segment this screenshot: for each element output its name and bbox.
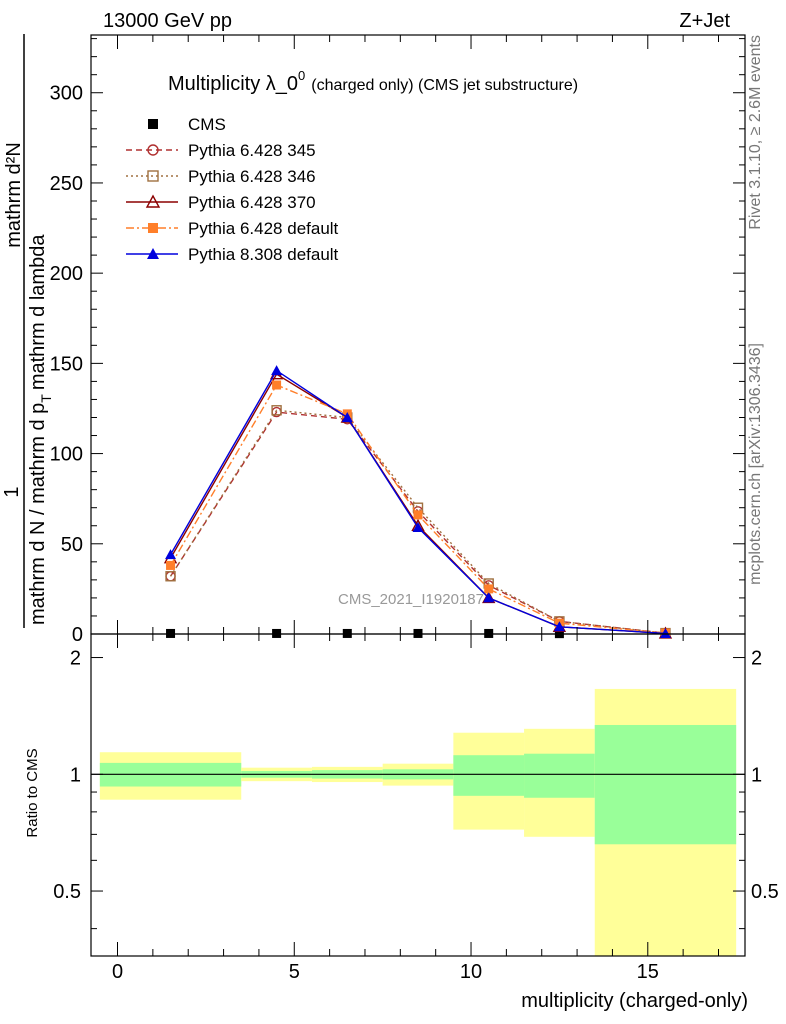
x-tick-label: 5	[289, 961, 300, 983]
main-y-tick-label: 50	[61, 534, 83, 556]
stat-uncertainty-band	[524, 753, 595, 798]
data-point	[145, 194, 161, 208]
main-title-text: Multiplicity λ_0	[168, 73, 298, 95]
data-point	[484, 584, 494, 594]
data-point	[147, 248, 159, 259]
ratio-frame	[90, 633, 746, 957]
main-y-tick-label: 250	[50, 173, 83, 195]
main-y-tick-label: 0	[72, 624, 83, 646]
legend-label: Pythia 6.428 default	[188, 219, 339, 238]
data-point	[553, 621, 565, 632]
data-point	[659, 627, 671, 638]
ratio-ylabel: Ratio to CMS	[24, 748, 41, 837]
data-point	[148, 223, 158, 233]
data-point	[271, 365, 283, 376]
legend-label: Pythia 6.428 345	[188, 141, 316, 160]
legend-item: Pythia 8.308 default	[126, 245, 339, 264]
data-point	[413, 510, 423, 520]
mcplots-label: mcplots.cern.ch [arXiv:1306.3436]	[747, 343, 764, 585]
main-title: Multiplicity λ_00 (charged only) (CMS jet…	[168, 68, 578, 95]
x-tick-label: 10	[460, 961, 482, 983]
main-y-tick-label: 150	[50, 353, 83, 375]
data-point	[341, 411, 353, 422]
header-left: 13000 GeV pp	[103, 10, 232, 32]
data-point	[272, 380, 282, 390]
rivet-label: Rivet 3.1.10, ≥ 2.6M events	[747, 35, 764, 230]
ylabel-denom-text: mathrm d N / mathrm d p	[27, 403, 49, 625]
main-y-tick-label: 200	[50, 263, 83, 285]
watermark: CMS_2021_I1920187	[338, 591, 484, 608]
ratio-axes: 0 5 10 15 0.5 0.5 1 1 2 2	[53, 633, 779, 983]
main-title-sup: 0	[298, 68, 305, 83]
ylabel-top: 1	[1, 486, 23, 497]
data-point	[483, 592, 495, 603]
legend-label: Pythia 6.428 346	[188, 167, 316, 186]
ylabel-denom-sub: T	[38, 394, 54, 403]
ratio-y-tick-label-right: 0.5	[751, 881, 779, 903]
legend-label: Pythia 8.308 default	[188, 245, 339, 264]
ratio-y-tick-label: 2	[70, 648, 81, 670]
legend-label: CMS	[188, 115, 226, 134]
data-point	[412, 522, 424, 533]
x-tick-label: 0	[112, 961, 123, 983]
legend-label: Pythia 6.428 370	[188, 193, 316, 212]
legend-item: Pythia 6.428 default	[126, 219, 339, 238]
ratio-y-tick-label: 1	[70, 764, 81, 786]
x-tick-label: 15	[637, 961, 659, 983]
ylabel-denominator: mathrm d N / mathrm d pTmathrm d lambda	[27, 234, 54, 625]
data-point	[165, 571, 176, 582]
main-y-tick-label: 100	[50, 444, 83, 466]
x-axis-label: multiplicity (charged-only)	[521, 990, 748, 1012]
legend-item: Pythia 6.428 370	[126, 193, 316, 212]
ratio-y-tick-label-right: 2	[751, 648, 762, 670]
stat-uncertainty-band	[453, 755, 525, 796]
header-right: Z+Jet	[679, 10, 730, 32]
ratio-plot-panel: 0 5 10 15 0.5 0.5 1 1 2 2 Ratio to CMS	[24, 633, 779, 983]
ylabel-denom-tail: mathrm d lambda	[27, 234, 49, 390]
data-point	[148, 119, 158, 129]
data-point	[147, 144, 159, 156]
series-5	[165, 365, 671, 638]
legend-item: Pythia 6.428 346	[126, 167, 316, 186]
main-y-tick-label: 300	[50, 83, 83, 105]
ylabel-numerator: mathrm d²N	[3, 142, 25, 248]
ratio-y-tick-label: 0.5	[53, 881, 81, 903]
data-point	[147, 170, 159, 182]
data-point	[165, 549, 177, 560]
legend: CMS Pythia 6.428 345 Pythia 6.428 346 Pythi…	[126, 115, 339, 264]
main-title-tail: (charged only) (CMS jet substructure)	[311, 77, 578, 94]
legend-item: Pythia 6.428 345	[126, 141, 316, 160]
data-point	[271, 405, 282, 416]
legend-item: CMS	[148, 115, 226, 134]
ratio-y-tick-label-right: 1	[751, 764, 762, 786]
stat-uncertainty-band	[594, 724, 737, 845]
data-point	[166, 560, 176, 570]
ratio-bands	[91, 688, 745, 956]
main-plot-panel: Multiplicity λ_00(charged only) (CMS jet…	[50, 34, 746, 646]
main-ylabel: 1 mathrm d²N mathrm d N / mathrm d pTmat…	[1, 34, 54, 628]
